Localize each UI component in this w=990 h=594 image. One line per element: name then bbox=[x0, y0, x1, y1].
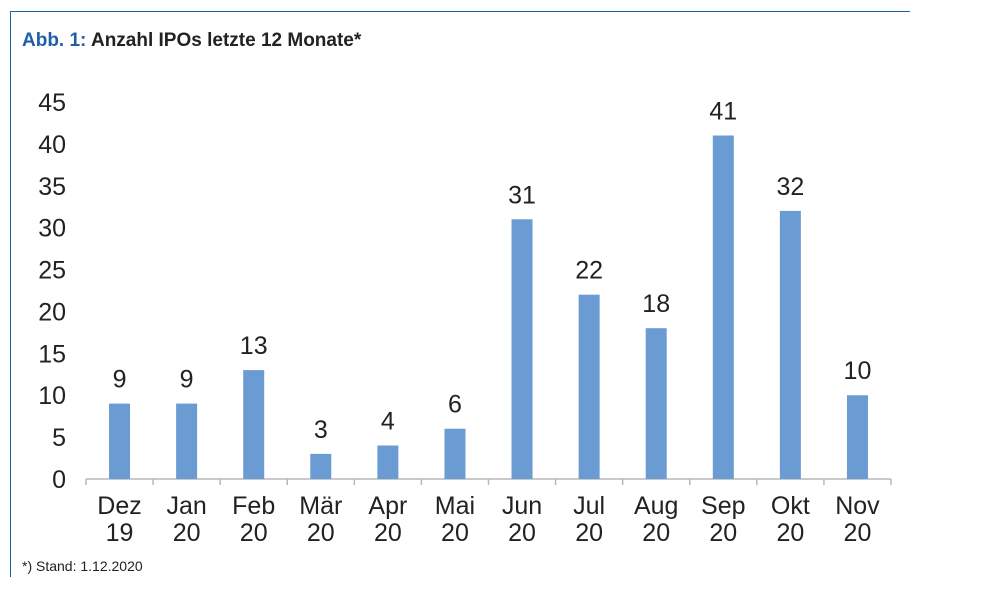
x-tick-label-month: Nov bbox=[835, 492, 880, 520]
bar bbox=[779, 210, 801, 479]
data-label: 3 bbox=[314, 416, 328, 444]
bar bbox=[846, 395, 868, 479]
footnote: *) Stand: 1.12.2020 bbox=[22, 558, 143, 574]
bar bbox=[176, 403, 198, 479]
x-tick-label-month: Aug bbox=[634, 492, 678, 520]
bar bbox=[645, 328, 667, 479]
data-label: 18 bbox=[642, 290, 670, 318]
bar bbox=[511, 219, 533, 480]
chart-title: Abb. 1: Anzahl IPOs letzte 12 Monate* bbox=[22, 30, 361, 52]
x-tick-label-year: 20 bbox=[173, 519, 201, 547]
x-tick-label-month: Apr bbox=[368, 492, 407, 520]
bar bbox=[377, 445, 399, 479]
x-tick-label-year: 20 bbox=[307, 519, 335, 547]
x-tick-label-year: 20 bbox=[642, 519, 670, 547]
x-tick-label-month: Jul bbox=[573, 492, 605, 520]
x-tick-label-year: 20 bbox=[776, 519, 804, 547]
x-tick-label-year: 20 bbox=[508, 519, 536, 547]
data-label: 32 bbox=[776, 173, 804, 201]
x-tick-label-month: Jan bbox=[166, 492, 206, 520]
x-tick-label-year: 20 bbox=[844, 519, 872, 547]
data-label: 41 bbox=[709, 98, 737, 126]
x-tick-label-year: 20 bbox=[374, 519, 402, 547]
x-tick-label-year: 19 bbox=[106, 519, 134, 547]
left-rule bbox=[10, 11, 11, 577]
x-tick-label-year: 20 bbox=[575, 519, 603, 547]
data-label: 9 bbox=[113, 366, 127, 394]
data-label: 10 bbox=[844, 357, 872, 385]
data-label: 4 bbox=[381, 407, 395, 435]
x-tick-label-month: Mai bbox=[435, 492, 475, 520]
y-tick-label: 20 bbox=[38, 298, 66, 326]
y-tick-label: 0 bbox=[52, 466, 66, 494]
figure-title: Anzahl IPOs letzte 12 Monate* bbox=[90, 30, 362, 51]
data-label: 13 bbox=[240, 332, 268, 360]
y-tick-label: 10 bbox=[38, 382, 66, 410]
x-tick-label-month: Sep bbox=[701, 492, 745, 520]
data-label: 9 bbox=[180, 366, 194, 394]
bar bbox=[712, 135, 734, 479]
y-tick-label: 15 bbox=[38, 340, 66, 368]
data-label: 22 bbox=[575, 257, 603, 285]
x-tick-label-month: Jun bbox=[502, 492, 542, 520]
data-label: 6 bbox=[448, 391, 462, 419]
figure-label: Abb. 1: bbox=[22, 30, 87, 51]
x-tick-label-year: 20 bbox=[441, 519, 469, 547]
x-tick-label-year: 20 bbox=[240, 519, 268, 547]
bar bbox=[109, 403, 131, 479]
bar bbox=[243, 370, 265, 479]
x-tick-label-month: Okt bbox=[771, 492, 810, 520]
y-tick-label: 30 bbox=[38, 215, 66, 243]
y-tick-label: 40 bbox=[38, 131, 66, 159]
bar bbox=[578, 294, 600, 479]
data-label: 31 bbox=[508, 181, 536, 209]
y-tick-label: 5 bbox=[52, 424, 66, 452]
y-tick-label: 35 bbox=[38, 173, 66, 201]
bar bbox=[444, 428, 466, 479]
x-tick-label-year: 20 bbox=[709, 519, 737, 547]
x-tick-label-month: Dez bbox=[97, 492, 141, 520]
top-rule bbox=[10, 11, 910, 12]
bar bbox=[310, 453, 332, 479]
x-tick-label-month: Mär bbox=[299, 492, 342, 520]
y-tick-label: 45 bbox=[38, 89, 66, 117]
y-tick-label: 25 bbox=[38, 257, 66, 285]
x-tick-label-month: Feb bbox=[232, 492, 275, 520]
